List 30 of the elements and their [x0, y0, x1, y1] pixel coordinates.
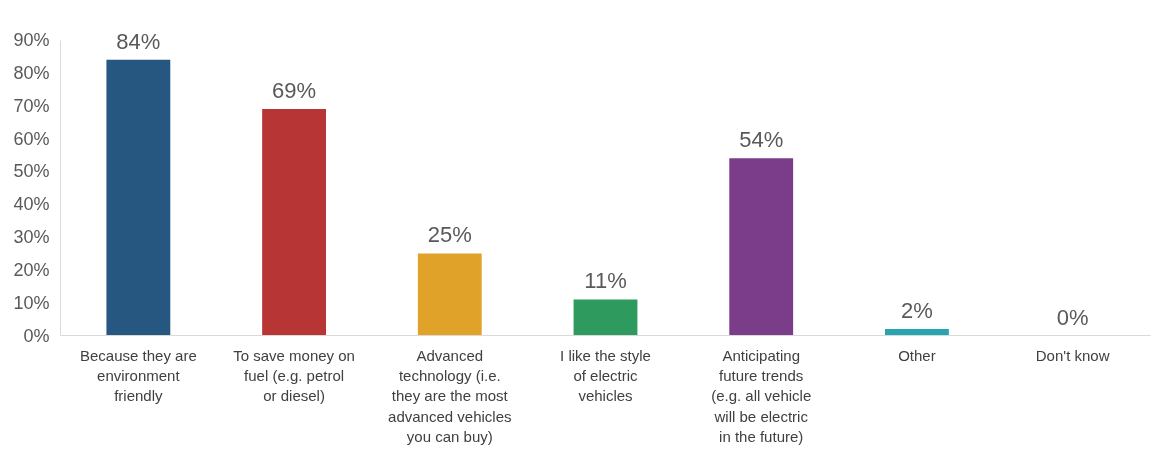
data-label: 54%	[739, 127, 784, 153]
x-tick-label: Advanced technology (i.e. they are the most advanced vehicles you can buy)	[388, 346, 512, 446]
bar	[417, 253, 482, 336]
bar	[729, 158, 794, 336]
x-tick-label: Anticipating future trends (e.g. all vehicle will be electric in the future)	[711, 346, 812, 446]
y-tick-label: 40%	[13, 194, 50, 215]
y-tick-label: 90%	[13, 30, 50, 51]
x-tick-label: Don't know	[1035, 346, 1110, 364]
data-label: 0%	[1056, 304, 1089, 330]
y-tick-label: 10%	[13, 292, 50, 313]
y-tick-label: 80%	[13, 62, 50, 83]
bar	[262, 108, 326, 336]
data-label: 25%	[427, 222, 472, 248]
x-tick-label: To save money on fuel (e.g. petrol or diesel)	[233, 346, 355, 405]
y-tick-label: 30%	[13, 227, 50, 248]
data-label: 84%	[116, 28, 161, 54]
y-tick-label: 20%	[13, 259, 50, 280]
x-tick-label: I like the style of electric vehicles	[560, 346, 651, 405]
bar	[106, 59, 171, 336]
y-tick-label: 50%	[13, 161, 50, 182]
x-tick-label: Because they are environment friendly	[79, 346, 197, 405]
bar	[573, 299, 638, 336]
data-label: 2%	[901, 297, 933, 323]
data-label: 69%	[272, 77, 317, 103]
y-tick-label: 60%	[13, 128, 50, 149]
x-tick-label: Other	[898, 346, 936, 364]
y-tick-label: 0%	[23, 325, 50, 346]
data-label: 11%	[584, 268, 627, 294]
y-tick-label: 70%	[13, 95, 50, 116]
bar	[885, 328, 949, 336]
